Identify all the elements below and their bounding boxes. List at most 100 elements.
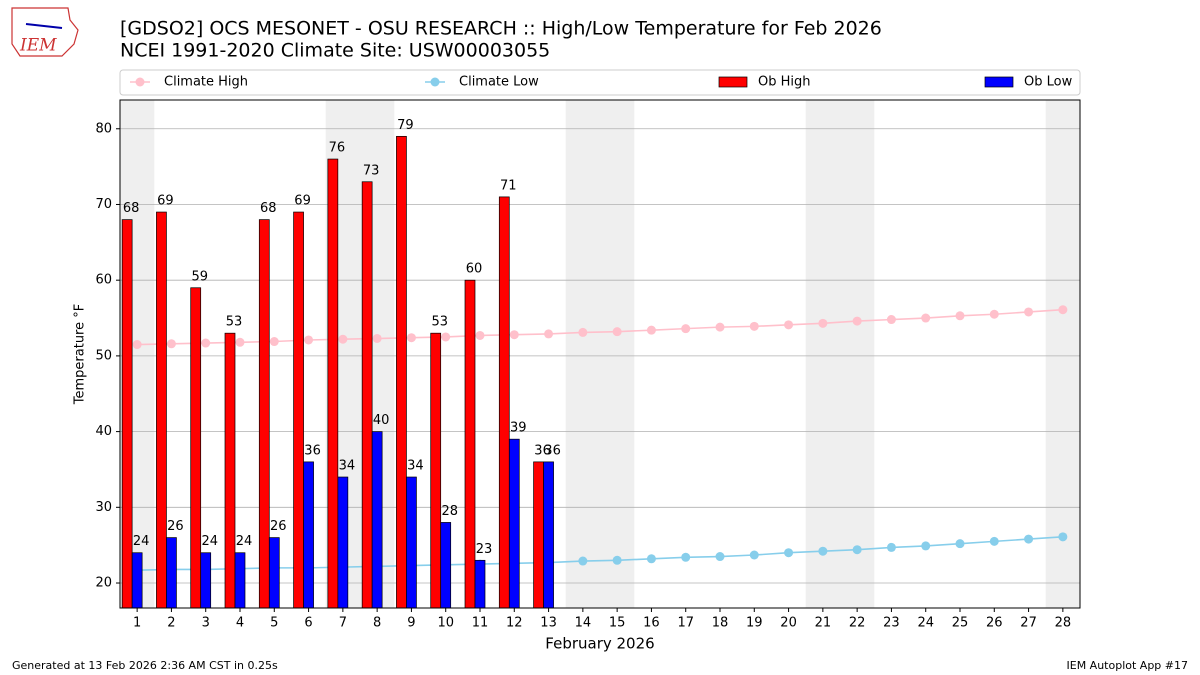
logo-line xyxy=(25,23,63,29)
y-tick-label: 50 xyxy=(95,348,112,363)
legend-label: Climate High xyxy=(164,75,248,90)
point xyxy=(646,325,656,335)
point xyxy=(166,339,176,349)
point xyxy=(818,546,828,556)
point xyxy=(989,309,999,319)
logo-text: IEM xyxy=(19,36,57,56)
x-tick-label: 12 xyxy=(506,616,523,631)
y-tick-label: 80 xyxy=(95,121,112,136)
point xyxy=(1024,534,1034,544)
x-tick-label: 21 xyxy=(815,616,832,631)
line xyxy=(137,536,1063,571)
x-tick-label: 18 xyxy=(712,616,729,631)
legend-label: Ob High xyxy=(758,75,811,90)
data-label: 60 xyxy=(466,262,483,277)
data-label: 79 xyxy=(397,118,414,133)
point xyxy=(406,333,416,343)
point xyxy=(784,548,794,558)
x-tick-label: 24 xyxy=(917,616,934,631)
data-label: 76 xyxy=(329,141,346,156)
bar xyxy=(293,211,304,609)
data-label: 71 xyxy=(500,178,517,193)
x-tick-label: 5 xyxy=(270,616,278,631)
data-label: 68 xyxy=(260,201,277,216)
x-tick-label: 15 xyxy=(609,616,626,631)
bar xyxy=(121,219,133,609)
bar xyxy=(543,461,554,609)
y-axis-label: Temperature °F xyxy=(73,304,88,405)
footer-right: IEM Autoplot App #17 xyxy=(1067,659,1189,672)
point xyxy=(475,330,485,340)
bar xyxy=(430,332,442,609)
x-tick-label: 19 xyxy=(746,616,763,631)
point xyxy=(749,321,759,331)
x-tick-label: 2 xyxy=(167,616,175,631)
data-label: 34 xyxy=(339,459,356,474)
data-label: 36 xyxy=(534,443,551,458)
data-label: 68 xyxy=(123,201,140,216)
data-label: 40 xyxy=(373,413,390,428)
legend xyxy=(119,69,1081,96)
bar xyxy=(268,537,280,609)
x-tick-label: 14 xyxy=(575,616,592,631)
data-label: 23 xyxy=(476,542,493,557)
weekend-shade xyxy=(565,100,600,608)
data-label: 26 xyxy=(167,519,184,534)
bar xyxy=(224,332,236,609)
x-tick-label: 26 xyxy=(986,616,1003,631)
legend-point xyxy=(430,77,440,87)
point xyxy=(509,330,519,340)
point xyxy=(852,316,862,326)
x-tick-label: 25 xyxy=(952,616,969,631)
x-tick-label: 16 xyxy=(643,616,660,631)
data-label: 24 xyxy=(133,534,150,549)
legend-label: Climate Low xyxy=(459,75,539,90)
bar xyxy=(498,196,510,609)
point xyxy=(1058,532,1068,542)
point xyxy=(852,545,862,555)
point xyxy=(578,556,588,566)
x-tick-label: 6 xyxy=(304,616,312,631)
point xyxy=(441,332,451,342)
bar xyxy=(474,559,486,609)
point xyxy=(235,337,245,347)
point xyxy=(132,340,142,350)
point xyxy=(1058,305,1068,315)
point xyxy=(269,337,279,347)
point xyxy=(955,539,965,549)
bar xyxy=(533,461,544,609)
legend-point xyxy=(135,77,145,87)
point xyxy=(681,552,691,562)
point xyxy=(304,335,314,345)
bar xyxy=(406,476,417,609)
chart-title: [GDSO2] OCS MESONET - OSU RESEARCH :: Hi… xyxy=(120,18,882,40)
point xyxy=(989,536,999,546)
weekend-shade xyxy=(840,100,875,608)
point xyxy=(921,541,931,551)
point xyxy=(886,315,896,325)
bar xyxy=(371,431,383,609)
x-tick-label: 4 xyxy=(236,616,244,631)
bar xyxy=(258,219,270,609)
data-label: 36 xyxy=(544,443,561,458)
y-tick-label: 20 xyxy=(95,576,112,591)
data-label: 73 xyxy=(363,163,380,178)
point xyxy=(886,542,896,552)
point xyxy=(784,320,794,330)
point xyxy=(612,327,622,337)
point xyxy=(646,554,656,564)
data-label: 69 xyxy=(294,194,311,209)
bar xyxy=(440,522,452,609)
data-label: 69 xyxy=(157,194,174,209)
x-tick-label: 13 xyxy=(540,616,557,631)
x-tick-label: 11 xyxy=(472,616,489,631)
bar xyxy=(361,181,373,609)
y-tick-label: 70 xyxy=(95,197,112,212)
point xyxy=(1024,307,1034,317)
bar xyxy=(327,158,339,609)
x-tick-label: 7 xyxy=(339,616,347,631)
y-tick-label: 30 xyxy=(95,500,112,515)
legend-swatch xyxy=(984,76,1014,88)
weekend-shade xyxy=(1045,100,1080,608)
